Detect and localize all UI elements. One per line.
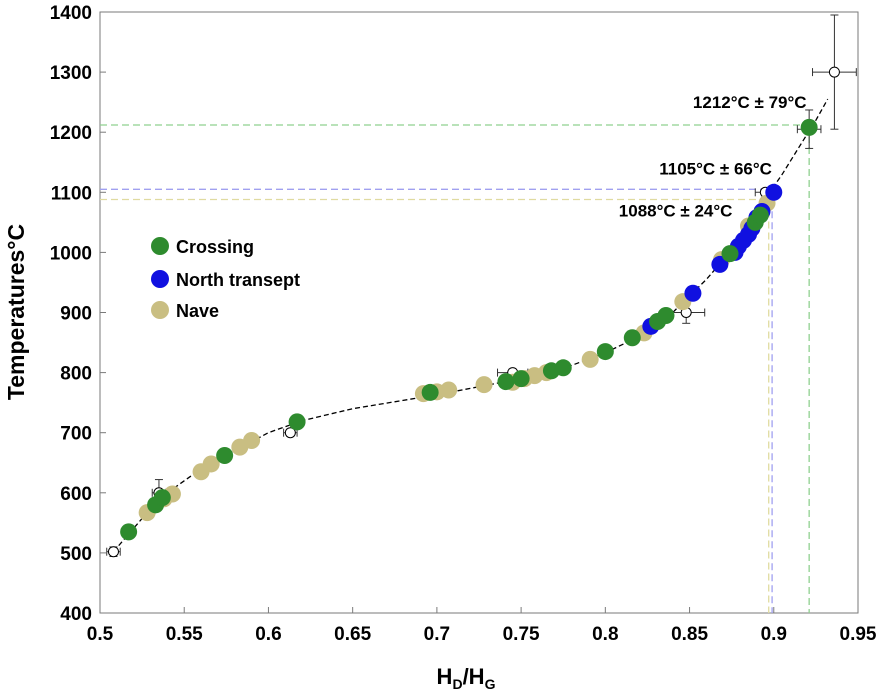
y-tick-label: 900 <box>60 304 92 325</box>
y-tick-label: 600 <box>60 484 92 505</box>
point-crossing <box>554 359 572 377</box>
y-tick-label: 1000 <box>50 243 92 264</box>
point-crossing <box>421 383 439 401</box>
point-crossing <box>216 447 234 465</box>
legend-label-crossing: Crossing <box>176 237 254 257</box>
y-tick-label: 500 <box>60 544 92 565</box>
y-axis-ticks: 400 500 600 700 800 900 1000 1100 1200 1300 1400 <box>50 3 106 625</box>
point-nave <box>475 376 493 394</box>
point-crossing <box>288 413 306 431</box>
y-tick-label: 700 <box>60 424 92 445</box>
data-points <box>120 118 818 541</box>
x-axis-title-slash: /H <box>463 664 485 689</box>
legend-label-north-transept: North transept <box>176 270 300 290</box>
point-crossing <box>596 343 614 361</box>
reference-lines <box>100 124 810 613</box>
x-tick-label: 0.8 <box>592 624 618 645</box>
calibration-point <box>828 66 840 78</box>
point-north-transept <box>711 255 729 273</box>
point-crossing <box>800 118 818 136</box>
x-tick-label: 0.75 <box>503 624 540 645</box>
y-axis-title: Temperatures°C <box>3 224 29 400</box>
x-tick-label: 0.55 <box>166 624 203 645</box>
point-crossing <box>512 370 530 388</box>
legend: Crossing North transept Nave <box>151 237 300 321</box>
x-tick-label: 0.65 <box>334 624 371 645</box>
x-axis-ticks: 0.5 0.55 0.6 0.65 0.7 0.75 0.8 0.85 0.9 0.95 <box>87 607 877 645</box>
legend-label-nave: Nave <box>176 301 219 321</box>
x-axis-title: HD/HG <box>437 664 496 692</box>
annotation-label: 1088°C ± 24°C <box>619 201 733 220</box>
point-crossing <box>153 489 171 507</box>
annotation-label: 1105°C ± 66°C <box>659 159 772 178</box>
x-tick-label: 0.9 <box>761 624 787 645</box>
point-nave <box>440 381 458 399</box>
y-tick-label: 1200 <box>50 123 92 144</box>
x-axis-title-sub-g: G <box>485 676 496 692</box>
x-tick-label: 0.7 <box>424 624 450 645</box>
x-axis-title-sub-d: D <box>452 676 462 692</box>
x-tick-label: 0.6 <box>255 624 281 645</box>
point-nave <box>243 432 261 450</box>
x-tick-label: 0.85 <box>671 624 708 645</box>
point-crossing <box>497 373 515 391</box>
calibration-point <box>107 546 119 558</box>
legend-marker-nave <box>151 301 169 319</box>
point-north-transept <box>684 284 702 302</box>
y-tick-label: 800 <box>60 364 92 385</box>
point-nave <box>202 455 220 473</box>
calibration-point <box>284 427 296 439</box>
legend-marker-crossing <box>151 237 169 255</box>
point-nave <box>581 350 599 368</box>
point-crossing <box>120 523 138 541</box>
x-axis-title-h: H <box>437 664 453 689</box>
x-tick-label: 0.5 <box>87 624 114 645</box>
point-crossing <box>751 206 769 224</box>
y-tick-label: 1100 <box>51 183 92 204</box>
x-tick-label: 0.95 <box>840 624 877 645</box>
y-tick-label: 1400 <box>50 3 92 24</box>
point-crossing <box>721 245 739 263</box>
y-tick-label: 400 <box>60 604 92 625</box>
legend-marker-north-transept <box>151 270 169 288</box>
point-north-transept <box>765 183 783 201</box>
annotations: 1212°C ± 79°C 1105°C ± 66°C 1088°C ± 24°C <box>619 93 807 220</box>
point-crossing <box>657 307 675 325</box>
y-tick-label: 1300 <box>50 63 92 84</box>
annotation-label: 1212°C ± 79°C <box>693 93 807 112</box>
point-crossing <box>623 329 641 347</box>
